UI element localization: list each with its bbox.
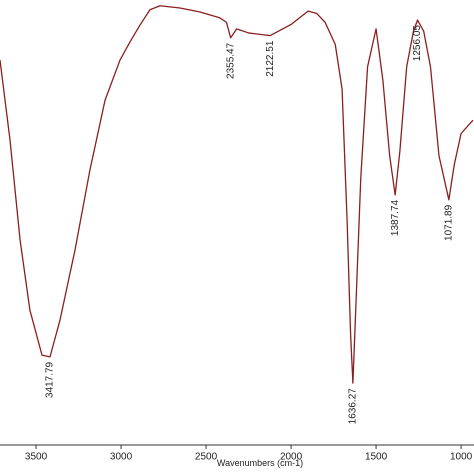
- x-tick-label: 3000: [110, 452, 133, 463]
- x-tick-label: 2500: [195, 452, 218, 463]
- x-tick-label: 1000: [450, 452, 473, 463]
- peak-label: 1636.27: [348, 388, 359, 425]
- peak-label: 1071.89: [443, 204, 454, 241]
- x-tick-label: 2000: [280, 452, 303, 463]
- x-axis-title: Wavenumbers (cm-1): [217, 458, 303, 468]
- peak-label: 2122.51: [265, 40, 276, 77]
- x-tick-label: 3500: [25, 452, 48, 463]
- peak-label: 2355.47: [225, 42, 236, 79]
- x-tick-label: 1500: [365, 452, 388, 463]
- peak-label: 3417.79: [45, 361, 56, 398]
- spectrum-line: [0, 5, 474, 384]
- peak-label: 1387.74: [390, 199, 401, 236]
- peak-label: 1256.05: [412, 25, 423, 62]
